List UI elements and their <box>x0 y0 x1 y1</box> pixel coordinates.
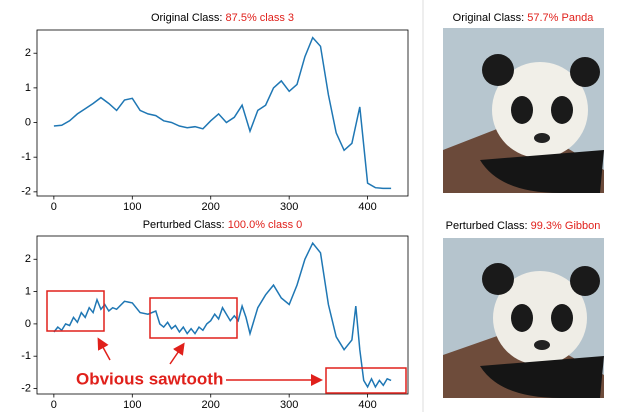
y-tick-label: -2 <box>21 186 31 198</box>
panda-image <box>443 238 604 398</box>
x-tick-label: 200 <box>202 201 220 213</box>
x-tick-label: 300 <box>280 201 298 213</box>
x-tick-label: 100 <box>123 399 141 411</box>
x-tick-label: 100 <box>123 201 141 213</box>
annotation-layer: Obvious sawtooth <box>46 290 407 394</box>
x-tick-label: 400 <box>358 399 376 411</box>
x-tick-label: 0 <box>51 399 57 411</box>
plot-frame <box>36 29 409 197</box>
y-tick-label: 0 <box>25 116 31 128</box>
y-tick-label: -2 <box>21 382 31 394</box>
x-tick-label: 0 <box>51 201 57 213</box>
chart-title: Original Class: 87.5% class 3 <box>151 12 294 24</box>
y-tick-label: 0 <box>25 318 31 330</box>
image-title: Perturbed Class: 99.3% Gibbon <box>446 220 601 232</box>
y-tick-label: 1 <box>25 82 31 94</box>
y-tick-label: -1 <box>21 151 31 163</box>
image-title: Original Class: 57.7% Panda <box>453 12 595 24</box>
panda-image <box>443 28 604 193</box>
data-line <box>53 36 392 190</box>
plot-frame <box>36 235 409 395</box>
y-tick-label: 2 <box>25 253 31 265</box>
x-tick-label: 400 <box>358 201 376 213</box>
chart-title: Perturbed Class: 100.0% class 0 <box>143 219 303 231</box>
y-tick-label: 2 <box>25 47 31 59</box>
data-line <box>53 241 392 389</box>
y-tick-label: -1 <box>21 350 31 362</box>
annotation: Obvious sawtooth <box>76 369 223 388</box>
x-tick-label: 300 <box>280 399 298 411</box>
y-tick-label: 1 <box>25 285 31 297</box>
x-tick-label: 200 <box>202 399 220 411</box>
